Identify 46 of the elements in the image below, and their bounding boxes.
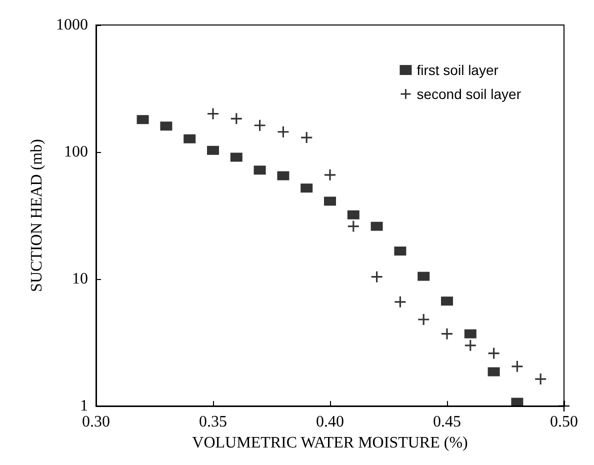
y-tick-label: 10 (72, 270, 88, 288)
point (230, 113, 242, 124)
point (488, 367, 500, 376)
y-tick-label: 1000 (56, 16, 88, 34)
point (464, 329, 476, 338)
point (394, 296, 406, 308)
point (418, 314, 430, 325)
point (348, 220, 359, 232)
point (254, 166, 266, 175)
x-tick-label: 0.45 (433, 414, 461, 430)
point (371, 271, 382, 282)
point (441, 296, 453, 306)
x-axis-title: VOLUMETRIC WATER MOISTURE (%) (192, 434, 468, 452)
point (347, 210, 360, 220)
point (442, 328, 452, 340)
point (301, 132, 312, 144)
point (464, 340, 476, 351)
point (535, 374, 546, 385)
legend-label: second soil layer (416, 86, 522, 102)
x-tick-label: 0.50 (550, 414, 578, 430)
point (418, 272, 430, 281)
legend-label: first soil layer (416, 62, 499, 78)
point (160, 122, 172, 131)
point (254, 120, 266, 131)
point (300, 184, 313, 193)
point (277, 171, 290, 180)
point (558, 400, 570, 412)
point (512, 360, 523, 372)
x-tick-label: 0.30 (82, 414, 110, 430)
point (136, 115, 149, 124)
point (184, 134, 196, 144)
point (370, 222, 383, 231)
point (207, 146, 219, 155)
x-tick-label: 0.35 (199, 414, 227, 430)
point (278, 126, 289, 138)
point (230, 152, 242, 162)
point (394, 246, 406, 256)
y-tick-label: 1 (80, 398, 88, 414)
point (324, 196, 336, 206)
x-tick-label: 0.40 (316, 414, 344, 430)
y-axis-title: SUCTION HEAD (mb) (28, 139, 46, 292)
y-tick-label: 100 (64, 144, 88, 160)
point (208, 108, 218, 120)
point (488, 348, 500, 359)
point (324, 169, 336, 180)
point (511, 398, 524, 407)
